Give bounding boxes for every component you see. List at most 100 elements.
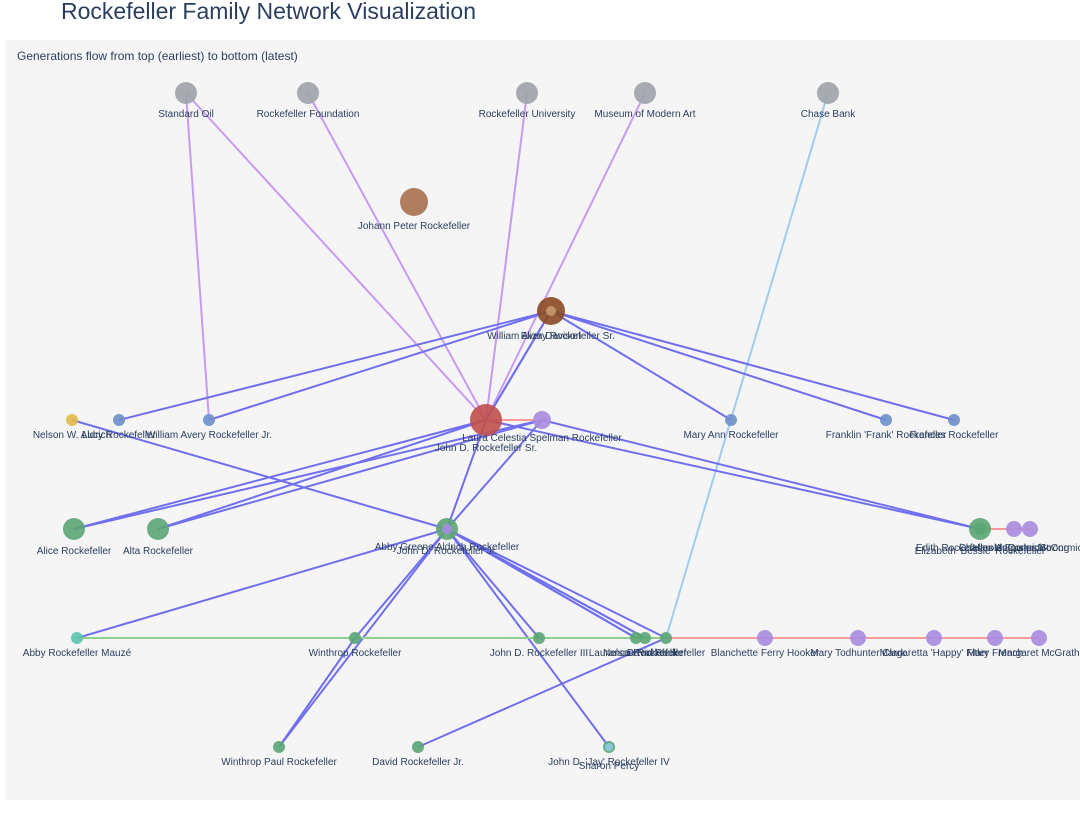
node-label: Laurance Rockefeller — [589, 648, 684, 659]
edge — [208, 310, 552, 421]
edge — [446, 419, 543, 530]
node — [400, 188, 428, 216]
node-label: Franklin 'Frank' Rockefeller — [826, 430, 947, 441]
edges — [71, 92, 1039, 748]
edge — [71, 419, 448, 530]
node-label: William Avery Rockefeller Sr. — [487, 331, 615, 342]
node — [1031, 630, 1047, 646]
edge — [417, 637, 667, 748]
node — [880, 414, 892, 426]
node — [987, 630, 1003, 646]
node-label: Margaret McGrath — [998, 648, 1079, 659]
node — [66, 414, 78, 426]
edge — [485, 92, 646, 421]
edge — [185, 92, 210, 421]
node-label: John D. 'Jay' Rockefeller IV — [548, 757, 670, 768]
node-label: David Rockefeller — [627, 648, 706, 659]
node-label: Abby Rockefeller Mauzé — [23, 648, 132, 659]
node-label: John D. Rockefeller Sr. — [435, 443, 537, 454]
node-label: Harold Fowler McCormick — [972, 543, 1080, 554]
node-label: Abby Greene Aldrich Rockefeller — [375, 542, 520, 553]
node — [1022, 521, 1038, 537]
node-label: Alta Rockefeller — [123, 546, 194, 557]
node-label: William Avery Rockefeller Jr. — [146, 430, 272, 441]
node — [817, 82, 839, 104]
node-label: Johann Peter Rockefeller — [358, 221, 471, 232]
node — [725, 414, 737, 426]
edge — [307, 92, 487, 421]
edge — [485, 92, 528, 421]
node-label: David Rockefeller Jr. — [372, 757, 464, 768]
node-label: Charles Augustus Strong — [959, 543, 1070, 554]
node — [1006, 521, 1022, 537]
node — [757, 630, 773, 646]
node-label: Mary Ann Rockefeller — [683, 430, 779, 441]
node — [63, 518, 85, 540]
node-label: Rockefeller Foundation — [257, 109, 360, 120]
node-label: Rockefeller University — [479, 109, 576, 120]
edge — [446, 528, 646, 639]
node — [850, 630, 866, 646]
node — [533, 632, 545, 644]
node — [297, 82, 319, 104]
node-label: Museum of Modern Art — [594, 109, 695, 120]
node — [442, 524, 452, 534]
edge — [485, 310, 552, 421]
node — [470, 404, 502, 436]
edge — [185, 92, 487, 421]
node-label: Eliza Davison — [521, 331, 582, 342]
edge — [485, 419, 981, 530]
node-label: Nelson W. Aldrich — [33, 430, 111, 441]
node-label: Standard Oil — [158, 109, 214, 120]
node-label: Mary French — [967, 648, 1023, 659]
edge — [446, 528, 667, 639]
edge — [278, 637, 356, 748]
edge — [665, 92, 829, 639]
node-label: Margaretta 'Happy' Fitler — [880, 648, 990, 659]
node-label: Frances Rockefeller — [910, 430, 1000, 441]
node — [634, 82, 656, 104]
node — [203, 414, 215, 426]
edge — [157, 419, 543, 530]
edge — [73, 419, 487, 530]
edge — [550, 310, 955, 421]
node — [630, 632, 642, 644]
node-label: Mary Todhunter Clark — [810, 648, 906, 659]
node-label: Alice Rockefeller — [37, 546, 112, 557]
edge — [157, 419, 487, 530]
node-label: Elizabeth 'Bessie' Rockefeller — [915, 546, 1046, 557]
node-label: Chase Bank — [801, 109, 856, 120]
node-label: Winthrop Rockefeller — [309, 648, 402, 659]
node — [605, 743, 613, 751]
node — [349, 632, 361, 644]
node-label: John D. Rockefeller Jr. — [397, 546, 498, 557]
node — [546, 306, 556, 316]
edge — [354, 528, 448, 639]
node — [273, 741, 285, 753]
node-label: Laura Celestia Spelman Rockefeller — [462, 433, 622, 444]
node — [113, 414, 125, 426]
node — [175, 82, 197, 104]
node-label: Lucy Rockefeller — [82, 430, 157, 441]
node — [660, 632, 672, 644]
chart-title: Rockefeller Family Network Visualization — [61, 0, 476, 24]
node — [147, 518, 169, 540]
node — [71, 632, 83, 644]
node-label: Winthrop Paul Rockefeller — [221, 757, 337, 768]
node — [412, 741, 424, 753]
edge — [541, 419, 981, 530]
node — [948, 414, 960, 426]
node-label: Blanchette Ferry Hooker — [711, 648, 820, 659]
node — [533, 411, 551, 429]
edge — [76, 528, 448, 639]
node — [639, 632, 651, 644]
annotation: Generations flow from top (earliest) to … — [17, 49, 298, 63]
node-label: Sharon Percy — [579, 761, 640, 772]
edge — [73, 419, 543, 530]
node-label: Edith Rockefeller McCormick — [916, 543, 1045, 554]
edge — [550, 310, 887, 421]
nodes: Standard Oil Rockefeller Foundation Rockef… — [23, 82, 1080, 772]
edge — [550, 310, 732, 421]
node — [926, 630, 942, 646]
